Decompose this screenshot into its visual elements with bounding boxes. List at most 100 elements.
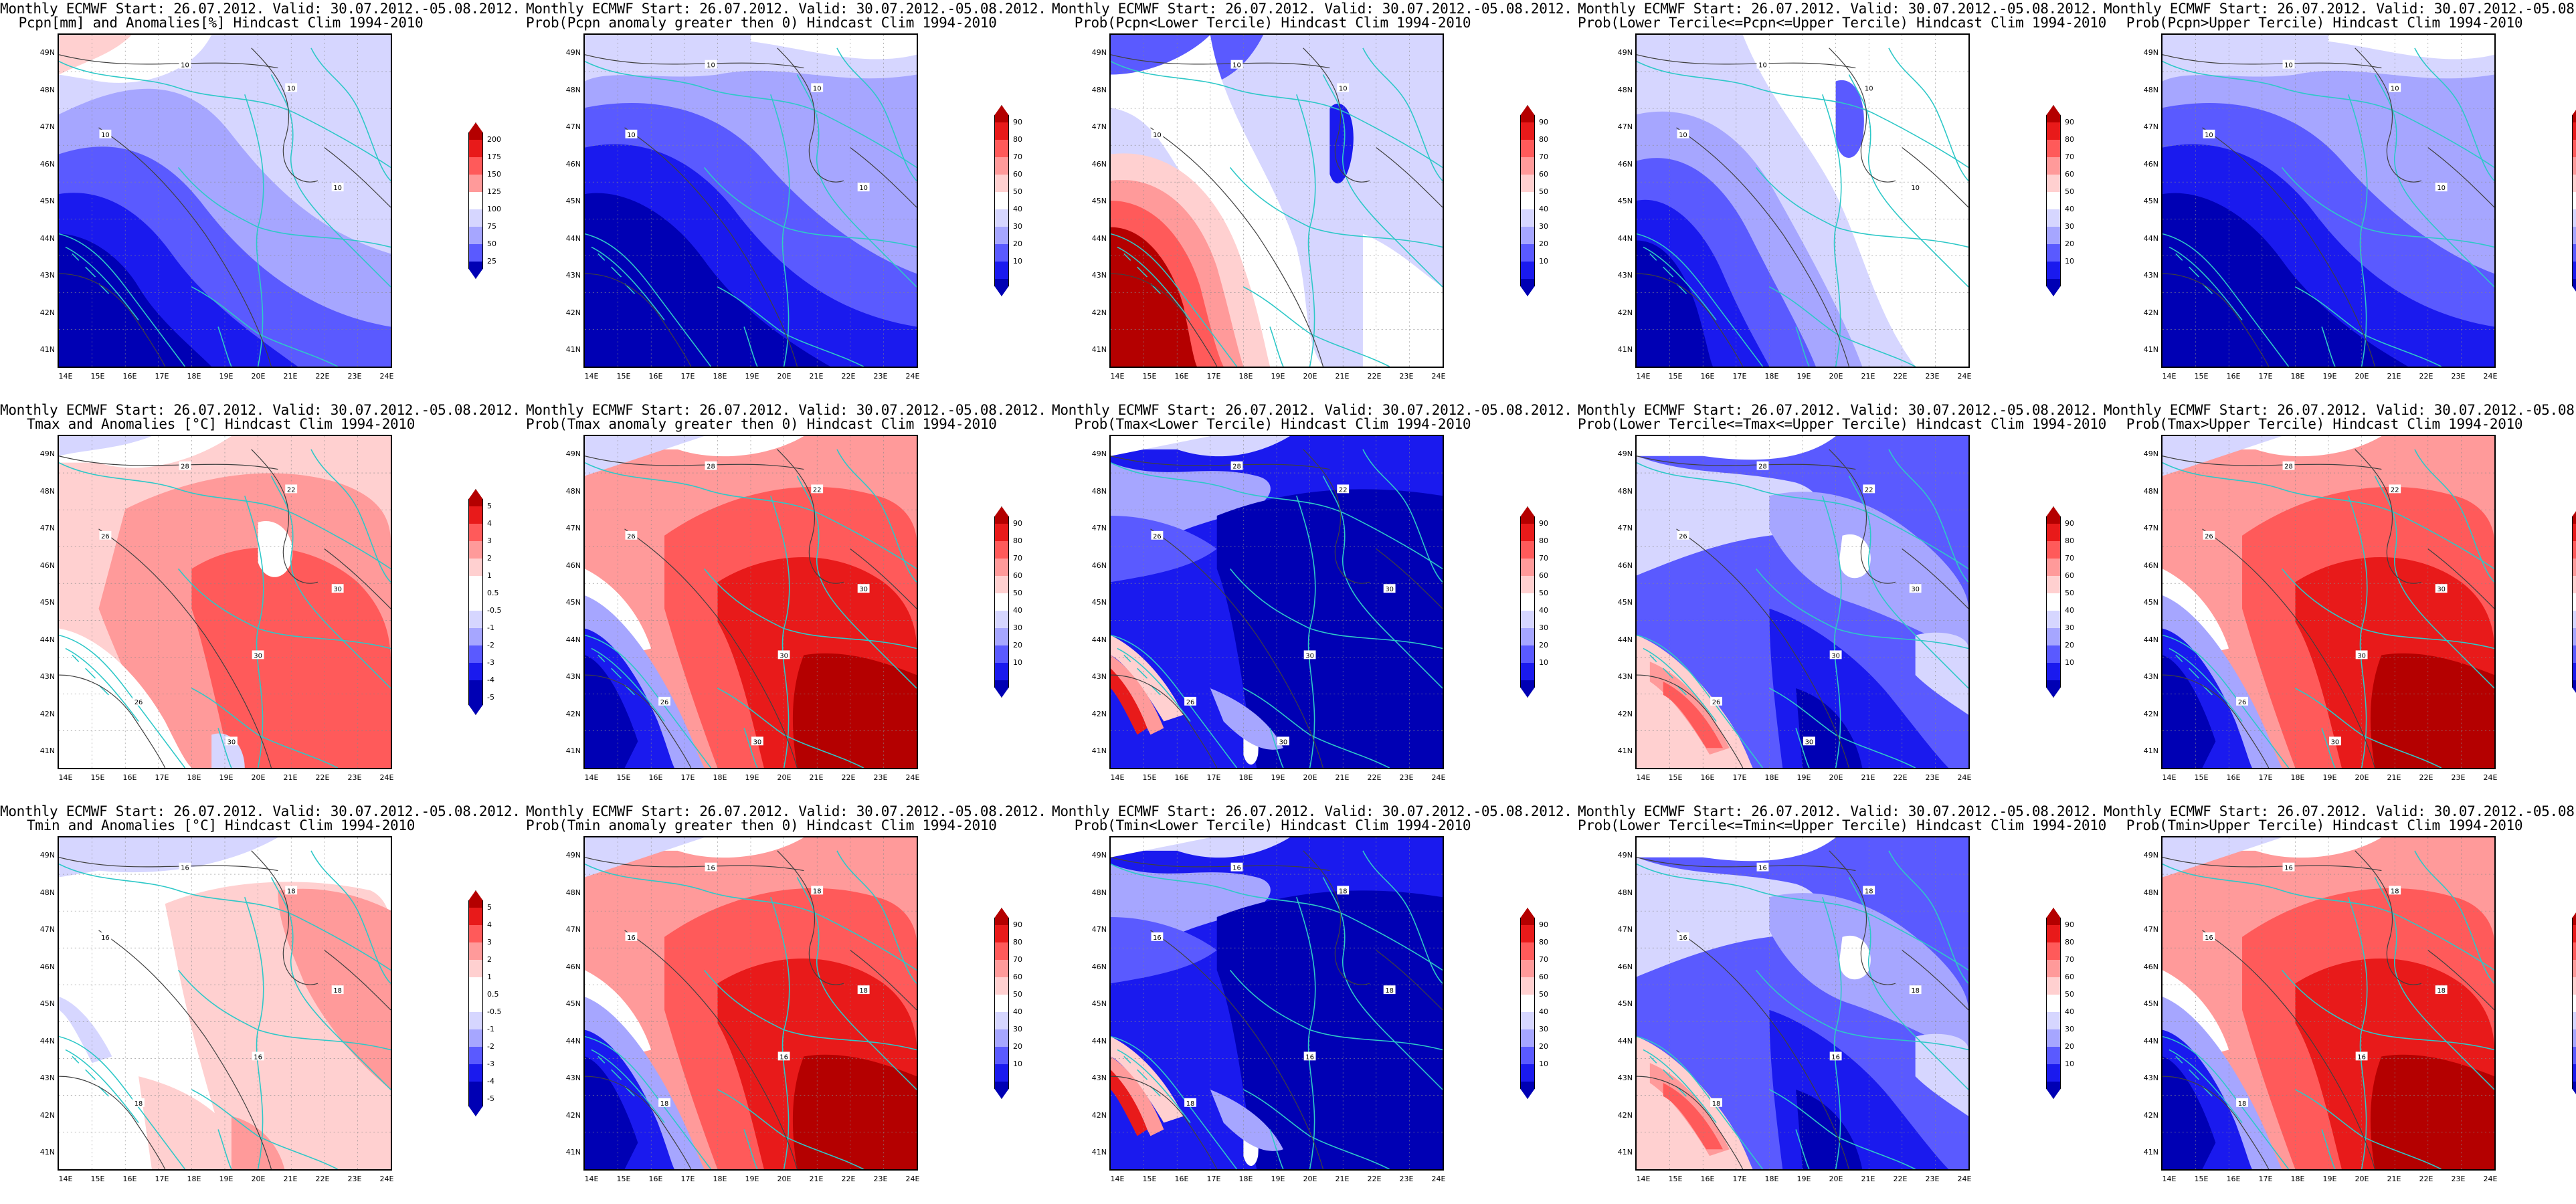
coastline-border [717,1089,864,1169]
lon-label: 21E [1335,372,1350,381]
contour-label-bg [1756,862,1769,872]
map-panel-tmin-prob-mid: Monthly ECMWF Start: 26.07.2012. Valid: … [1578,803,2106,1204]
lon-label: 24E [905,773,920,782]
lat-label: 42N [565,709,581,718]
colorbar-segment [1520,942,1535,960]
lon-label: 18E [1764,1175,1779,1183]
colorbar-label: -2 [487,641,494,649]
coastline-border [2163,634,2290,768]
coastline-border [1637,462,1968,570]
colorbar-label: -0.5 [487,606,502,615]
contour-label: 18 [287,888,296,895]
shaded-region [59,997,112,1064]
lon-label: 15E [1668,1175,1683,1183]
map-field: 10 10 10 [1111,35,1443,367]
lon-label: 14E [2162,773,2177,782]
lat-label: 47N [565,524,581,532]
lat-label: 49N [565,449,581,458]
lat-label: 42N [2143,709,2158,718]
lon-label: 15E [90,773,105,782]
lat-label: 49N [565,48,581,57]
lon-label: 16E [1174,1175,1189,1183]
colorbar-label: 20 [1013,1042,1022,1051]
map-panel-tmax-anom: Monthly ECMWF Start: 26.07.2012. Valid: … [0,401,521,803]
lon-label: 16E [2226,372,2241,381]
lat-label: 43N [2143,1074,2158,1082]
panel-title-line2: Prob(Tmax anomaly greater then 0) Hindca… [526,416,997,432]
lon-label: 20E [1303,773,1317,782]
colorbar-segment [2046,140,2061,157]
lon-label: 21E [1861,1175,1875,1183]
lat-label: 42N [1617,1110,1633,1120]
map-panel-pcpn-prob-lower: Monthly ECMWF Start: 26.07.2012. Valid: … [1052,0,1572,401]
map-plot-area: 10 10 10 [1109,33,1444,368]
lon-label: 17E [680,773,695,782]
shaded-region [792,653,917,768]
lon-label: 15E [1668,372,1683,381]
contour-line [1637,674,1744,768]
contour-line [98,930,272,1169]
lon-label: 24E [1957,1175,1972,1183]
lat-label: 44N [2143,233,2158,243]
colorbar-segment [468,489,483,506]
lon-label: 21E [2387,372,2401,381]
lon-label: 14E [2162,1175,2177,1183]
colorbar-segment [2572,209,2576,227]
lat-label: 42N [39,709,55,718]
colorbar-segment [2046,576,2061,593]
coastline-border [1111,1035,1238,1169]
colorbar-segment [994,680,1009,698]
contour-label: 10 [1679,132,1687,139]
coastline-border [1362,850,1443,984]
contour-label: 18 [333,987,342,995]
contour-line [1637,456,1856,470]
lat-label: 46N [39,159,55,169]
lon-label: 18E [187,1175,201,1183]
colorbar-label: -2 [487,1042,494,1051]
colorbar-segment [2046,559,2061,576]
contour-line [1303,850,1370,985]
coastline-border [310,850,391,984]
colorbar-label: 10 [1539,257,1548,266]
shaded-region [585,436,705,476]
shaded-region [1111,35,1323,367]
coastline-border [585,462,917,570]
colorbar-label: 30 [1539,623,1548,632]
shaded-region [585,837,705,878]
colorbar-segment [2046,279,2061,296]
lat-label: 42N [565,1110,581,1120]
contour-label-bg [2389,886,2401,895]
contour-label: 26 [660,699,669,706]
colorbar-label: 20 [1539,239,1548,248]
lon-label: 15E [1142,372,1157,381]
contour-line [1902,950,1968,1011]
contour-label-bg [1303,1051,1316,1061]
lat-label: 45N [2143,999,2158,1008]
shaded-region [1362,233,1443,367]
lat-label: 48N [1091,888,1107,897]
map-plot-area: 16 18 16 18 18 16 [58,836,392,1171]
lat-label: 48N [1091,85,1107,94]
lat-label: 48N [2143,888,2158,897]
contour-line [585,674,692,768]
coastline-border [59,634,186,768]
lon-label: 23E [2451,773,2466,782]
colorbar-segment [994,995,1009,1012]
lat-label: 42N [1091,1110,1107,1120]
lon-label: 17E [680,1175,695,1183]
lat-label: 44N [565,1036,581,1045]
colorbar-label: 70 [1013,955,1022,964]
contour-label: 16 [254,1054,262,1061]
colorbar-segment [468,1047,483,1064]
contour-label: 30 [2331,738,2340,746]
shaded-region [1796,1089,1863,1169]
shaded-region [1742,35,1968,367]
coastline-border [1117,1049,1191,1124]
contour-label-bg [1909,584,1922,593]
contour-label: 18 [1385,987,1394,995]
lat-label: 44N [1091,1036,1107,1045]
lat-label: 41N [39,1148,55,1157]
shaded-region [1111,837,1210,858]
lon-label: 22E [2419,773,2433,782]
coastline-border [177,969,391,1051]
